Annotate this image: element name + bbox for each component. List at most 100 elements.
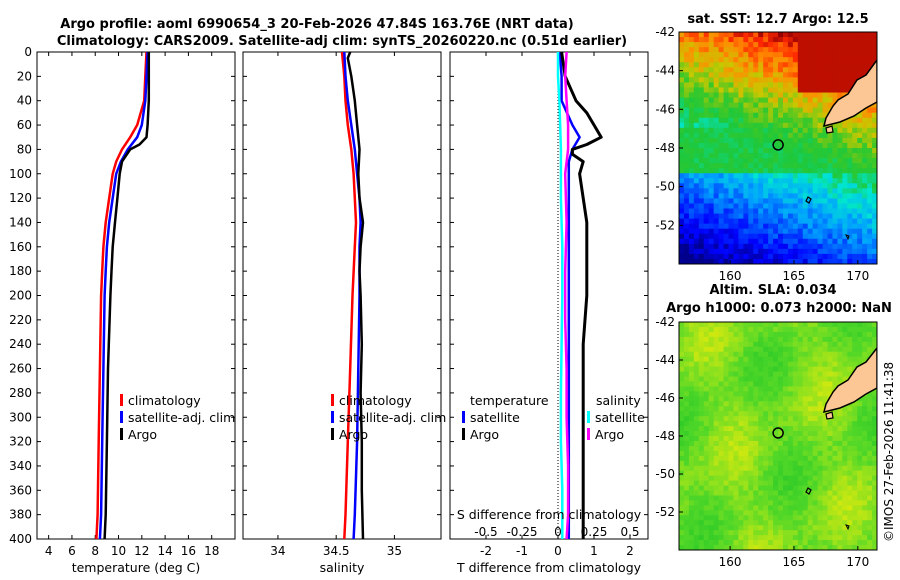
map-cell (827, 460, 834, 467)
map-cell (703, 122, 710, 129)
map-cell (837, 92, 843, 99)
map-cell (802, 520, 809, 526)
map-cell (867, 426, 873, 432)
map-cell (738, 228, 744, 235)
map-cell (733, 213, 739, 220)
map-cell (738, 490, 744, 497)
map-y-tick-label: -50 (655, 467, 675, 481)
map-cell (743, 32, 749, 38)
map-cell (812, 505, 819, 511)
map-cell (857, 153, 863, 159)
map-cell (787, 540, 794, 546)
map-cell (763, 228, 769, 235)
map-cell (802, 421, 809, 427)
map-cell (782, 132, 789, 139)
sla-map-x-ticks: 160 165 170 (719, 546, 869, 569)
map-cell (817, 37, 824, 43)
map-cell (679, 47, 685, 53)
map-cell (847, 137, 853, 144)
map-cell (827, 530, 834, 536)
map-cell (738, 436, 744, 442)
map-cell (787, 455, 794, 462)
map-cell (683, 331, 690, 338)
map-cell (807, 243, 814, 250)
map-cell (753, 431, 759, 437)
map-cell (822, 62, 829, 68)
map-cell (832, 361, 838, 368)
map-cell (812, 122, 819, 129)
map-cell (807, 505, 814, 511)
auckland-islands (805, 487, 812, 495)
map-cell (753, 341, 759, 348)
map-cell (812, 411, 819, 417)
map-cell (807, 253, 814, 260)
map-cell (763, 112, 769, 119)
map-cell (778, 406, 784, 412)
map-cell (787, 122, 794, 129)
map-cell (703, 158, 710, 164)
map-cell (827, 346, 834, 353)
map-cell (748, 57, 754, 63)
map-cell (787, 153, 794, 159)
map-cell (812, 208, 819, 215)
map-cell (758, 465, 764, 472)
map-cell (773, 396, 779, 402)
temperature-lines (95, 52, 151, 539)
map-cell (733, 188, 739, 194)
figure-title-line2: Climatology: CARS2009. Satellite-adj cli… (57, 34, 627, 49)
map-cell (852, 535, 858, 541)
map-cell (872, 480, 877, 487)
map-cell (713, 122, 720, 129)
map-cell (862, 520, 868, 526)
map-cell (842, 178, 848, 184)
map-cell (787, 535, 794, 541)
map-cell (753, 465, 759, 472)
map-cell (817, 97, 824, 104)
map-cell (812, 515, 819, 521)
map-cell (688, 223, 695, 230)
map-cell (713, 208, 720, 215)
map-cell (743, 87, 749, 94)
map-cell (842, 188, 848, 194)
map-cell (842, 258, 848, 264)
map-cell (688, 411, 695, 417)
map-cell (872, 132, 877, 139)
map-cell (758, 47, 764, 53)
map-cell (708, 440, 715, 447)
map-cell (787, 87, 794, 94)
map-cell (787, 465, 794, 472)
map-cell (797, 243, 804, 250)
map-cell (807, 112, 814, 119)
map-cell (693, 525, 700, 531)
map-cell (713, 57, 720, 63)
map-cell (837, 148, 843, 154)
map-cell (852, 42, 858, 48)
map-cell (688, 112, 695, 119)
map-cell (778, 475, 784, 482)
map-cell (768, 148, 774, 154)
map-cell (827, 371, 834, 378)
map-cell (703, 326, 710, 333)
map-cell (782, 356, 789, 363)
map-cell (743, 326, 749, 333)
map-cell (718, 336, 725, 343)
map-cell (857, 188, 863, 194)
map-cell (857, 193, 863, 200)
map-cell (812, 32, 819, 38)
map-cell (688, 183, 695, 189)
map-cell (837, 480, 843, 487)
x-tick-label: 18 (204, 544, 219, 558)
map-cell (807, 436, 814, 442)
map-cell (753, 535, 759, 541)
map-cell (812, 82, 819, 89)
map-cell (852, 520, 858, 526)
map-cell (758, 366, 764, 373)
map-cell (728, 243, 735, 250)
map-cell (708, 168, 715, 174)
map-cell (802, 142, 809, 149)
map-cell (812, 148, 819, 154)
map-cell (797, 47, 804, 53)
map-cell (718, 376, 725, 383)
map-cell (842, 122, 848, 129)
